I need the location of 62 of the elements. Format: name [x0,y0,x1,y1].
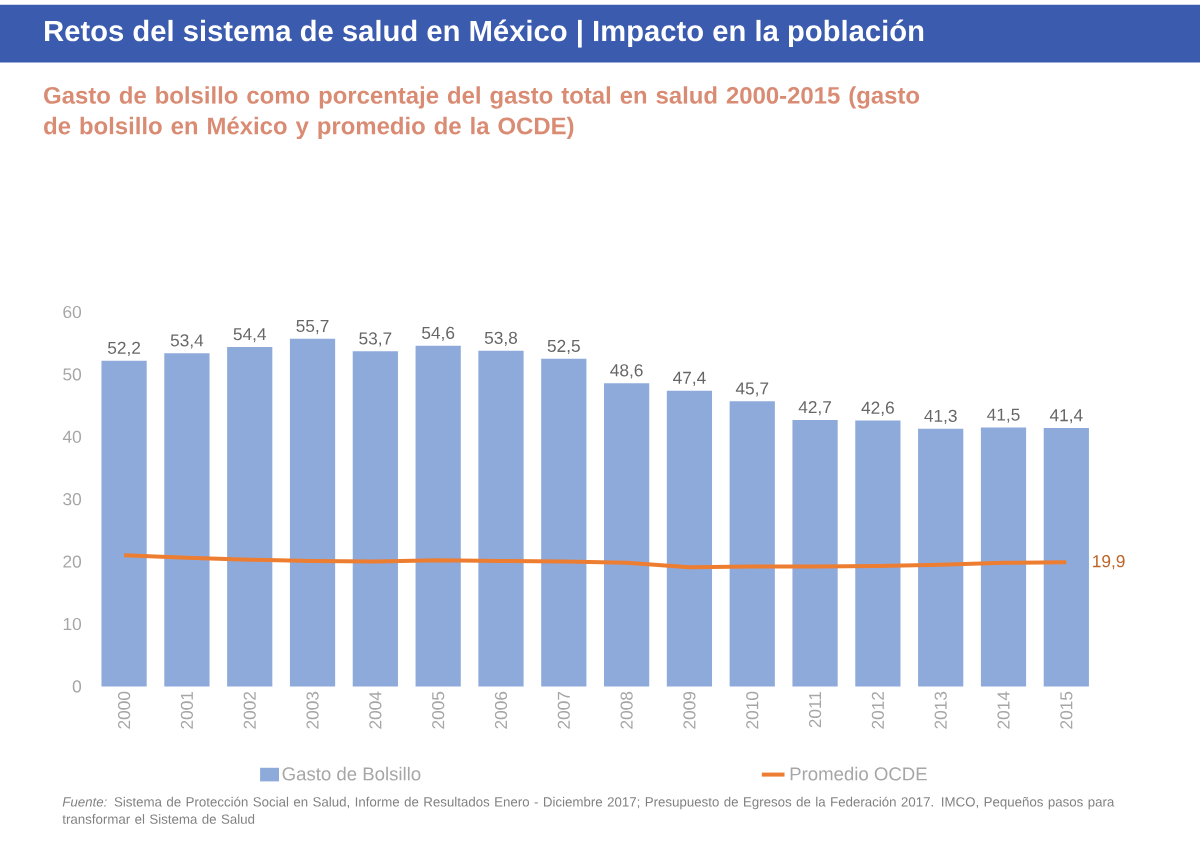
line-series [122,553,1069,570]
x-tick-label: 2000 [117,691,131,729]
data-label: 19,9 [1093,555,1125,570]
x-tick-label: 2003 [306,691,319,729]
x-tick-label: 2007 [557,691,570,729]
bar [227,346,273,687]
x-tick-label: 2014 [997,691,1010,729]
x-tick-label: 2001 [180,691,194,729]
x-tick-label: 2010 [746,691,759,729]
data-label: 47,4 [673,371,706,386]
y-tick-label: 40 [62,430,82,443]
data-label: 55,7 [296,320,329,335]
data-label: 54,6 [422,326,455,342]
x-tick-label: 2006 [494,691,508,729]
data-label: 53,7 [359,332,392,347]
data-label: 41,4 [1049,409,1083,424]
legend-label: Gasto de Bolsillo [282,766,421,781]
y-tick-label: 50 [63,368,82,381]
bar [918,428,964,687]
bar [855,420,901,687]
data-label: 41,5 [987,408,1020,423]
bar [1043,428,1089,687]
data-label: 52,5 [547,339,580,355]
x-tick-label: 2002 [243,691,256,729]
y-tick-label: 30 [63,493,82,506]
bar [289,338,336,687]
bar [101,360,147,687]
data-label: 45,7 [735,382,769,397]
bar [792,419,838,687]
bar [478,350,524,687]
bar [729,401,775,687]
data-label: 53,8 [484,331,518,346]
y-tick-label: 0 [72,680,82,693]
chart-title: Retos del sistema de salud en México | Impacto en la población [45,19,924,48]
data-label: 42,7 [798,400,831,416]
y-tick-label: 10 [63,617,82,631]
x-tick-label: 2011 [808,691,822,728]
y-tick-label: 20 [63,555,82,568]
x-tick-label: 2015 [1060,691,1073,729]
data-label: 42,6 [861,401,894,416]
data-label: 48,6 [610,364,643,379]
data-label: 52,2 [107,341,141,356]
x-tick-label: 2013 [934,691,947,729]
data-label: 53,4 [170,334,204,349]
bar [352,351,398,687]
y-tick-label: 60 [63,305,82,319]
bar [415,345,461,687]
x-tick-label: 2005 [432,691,445,729]
x-tick-label: 2008 [620,691,633,729]
chart-subtitle: Gasto de bolsillo como porcentaje del gasto total en salud 2000-2015 (gasto de bolsillo en México y promedio de la OCDE) [44,86,920,140]
bar [164,353,210,687]
legend-label: Promedio OCDE [790,766,927,781]
x-tick-label: 2004 [369,691,382,729]
bar [980,427,1027,687]
x-tick-label: 2009 [683,691,696,729]
bar [541,358,587,687]
text: Fuente: Sistema de Protección Social en Salud, Informe de Resultados Enero - Diciembre 2017; Presupuesto de Egresos de la Federación 2017. IMCO, Pequeños pasos para transformar el Sistema de Salud [62,796,1115,824]
data-label: 54,4 [233,328,267,343]
bar [604,383,650,687]
data-label: 41,3 [924,409,957,424]
bar [666,390,713,687]
x-tick-label: 2012 [871,691,884,729]
